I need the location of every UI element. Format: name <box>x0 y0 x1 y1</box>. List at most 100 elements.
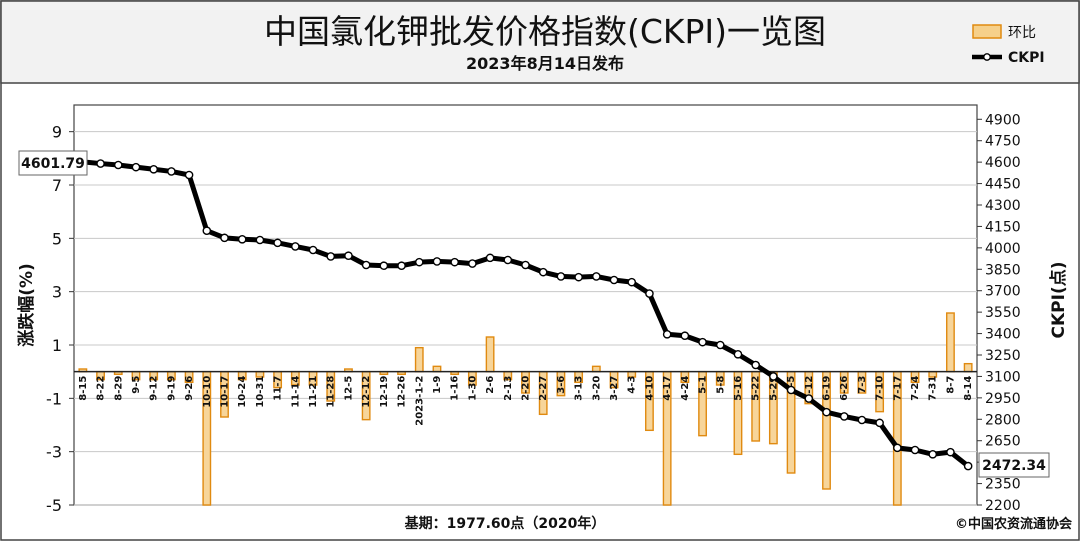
right-tick-label-0: 4900 <box>985 112 1021 128</box>
ckpi-point-11-21 <box>308 245 318 255</box>
x-tick-label-36: 5-8 <box>715 376 726 394</box>
ckpi-point-12-19 <box>379 261 389 271</box>
ckpi-point-5-22 <box>751 360 760 370</box>
right-tick-label-14: 2800 <box>985 412 1021 428</box>
ckpi-point-5-16 <box>733 349 743 359</box>
x-tick-label-44: 7-3 <box>857 376 868 394</box>
x-tick-label-1: 8-22 <box>96 376 107 401</box>
x-tick-label-16: 12-12 <box>361 376 372 408</box>
x-tick-label-50: 8-14 <box>963 376 974 401</box>
x-tick-label-18: 12-26 <box>397 376 408 408</box>
x-tick-label-47: 7-24 <box>910 376 921 401</box>
x-tick-label-5: 9-19 <box>166 376 177 401</box>
ckpi-point-10-10 <box>202 226 212 236</box>
x-tick-label-2: 8-29 <box>113 376 124 401</box>
right-axis-ticks: 4900 4750 4600 4450 4300 4150 4000 3850 3700 3550… <box>977 112 1021 514</box>
ckpi-point-9-26 <box>184 170 194 180</box>
ckpi-point-5-8 <box>715 340 725 350</box>
ckpi-point-4-24 <box>680 331 690 341</box>
right-tick-label-10: 3400 <box>985 327 1021 343</box>
last-value-callout: 2472.34 <box>978 452 1050 478</box>
bar-2-6 <box>485 336 495 373</box>
ckpi-point-6-12 <box>804 394 814 403</box>
x-tick-label-40: 6-5 <box>786 376 797 394</box>
ckpi-point-8-14 <box>963 461 973 471</box>
ckpi-point-3-13 <box>574 272 583 282</box>
x-tick-label-46: 7-17 <box>892 376 903 401</box>
x-tick-label-10: 10-31 <box>255 376 266 408</box>
left-tick-label-3: 3 <box>52 283 62 302</box>
ckpi-point-7-17 <box>893 443 902 453</box>
ckpi-point-9-12 <box>149 164 158 174</box>
x-tick-label-3: 9-5 <box>131 376 142 394</box>
x-tick-label-49: 8-7 <box>945 376 956 394</box>
x-tick-label-25: 2-20 <box>521 376 532 401</box>
x-tick-label-41: 6-12 <box>804 376 815 401</box>
ckpi-point-12-5 <box>344 251 353 261</box>
ckpi-point-9-19 <box>167 167 176 176</box>
bar-1-9 <box>432 365 442 373</box>
ckpi-point-12-26 <box>397 261 406 271</box>
ckpi-point-7-10 <box>875 418 884 428</box>
left-tick-label-4: 1 <box>52 336 62 355</box>
right-tick-label-2: 4600 <box>985 155 1021 171</box>
ckpi-point-2-27 <box>538 267 548 277</box>
ckpi-point-1-30 <box>468 259 477 268</box>
ckpi-point-7-3 <box>857 415 867 425</box>
chart-subtitle: 2023年8月14日发布 <box>466 54 624 73</box>
x-tick-label-11: 11-7 <box>273 376 284 401</box>
x-tick-label-26: 2-27 <box>538 376 549 401</box>
bar-series <box>78 312 973 506</box>
ckpi-point-2-6 <box>485 253 495 263</box>
ckpi-point-2023-1-2 <box>414 257 424 267</box>
right-tick-label-1: 4750 <box>985 134 1021 150</box>
ckpi-point-12-12 <box>361 260 371 270</box>
first-value-label: 4601.79 <box>21 156 85 172</box>
legend-line-label: CKPI <box>1008 50 1045 66</box>
right-tick-label-8: 3700 <box>985 284 1021 300</box>
x-tick-label-13: 11-21 <box>308 376 319 408</box>
x-tick-label-4: 9-12 <box>149 376 160 401</box>
right-tick-label-7: 3850 <box>985 262 1021 278</box>
ckpi-point-2-20 <box>521 260 530 270</box>
header-band <box>0 0 1080 84</box>
ckpi-point-8-29 <box>113 160 123 170</box>
copyright-note: ©中国农资流通协会 <box>955 516 1073 532</box>
x-tick-label-17: 12-19 <box>379 376 390 408</box>
ckpi-point-11-7 <box>273 238 282 248</box>
right-tick-label-3: 4450 <box>985 177 1021 193</box>
x-tick-label-48: 7-31 <box>928 376 939 401</box>
x-tick-label-29: 3-20 <box>591 376 602 401</box>
legend-bar-label: 环比 <box>1008 25 1036 41</box>
ckpi-point-10-24 <box>237 234 247 244</box>
x-tick-label-43: 6-26 <box>839 376 850 401</box>
x-tick-label-6: 9-26 <box>184 376 195 401</box>
ckpi-point-11-14 <box>291 242 300 251</box>
x-tick-label-39: 5-29 <box>768 376 779 401</box>
right-tick-label-4: 4300 <box>985 198 1021 214</box>
legend-line-marker <box>983 53 991 61</box>
left-tick-label-2: 5 <box>52 229 62 248</box>
bar-8-14 <box>963 362 973 373</box>
left-tick-label-6: -3 <box>46 443 62 462</box>
ckpi-point-4-10 <box>645 289 654 298</box>
right-tick-label-18: 2200 <box>985 498 1021 514</box>
x-tick-label-20: 1-9 <box>432 376 443 394</box>
ckpi-point-4-3 <box>627 277 637 287</box>
ckpi-point-6-19 <box>822 407 831 417</box>
ckpi-point-3-20 <box>592 272 601 281</box>
x-tick-label-12: 11-14 <box>290 376 301 408</box>
right-axis-title: CKPI(点) <box>1048 262 1069 339</box>
x-tick-label-45: 7-10 <box>875 376 886 401</box>
x-tick-label-0: 8-15 <box>78 376 89 401</box>
ckpi-point-10-31 <box>255 235 265 245</box>
x-tick-label-14: 11-28 <box>326 376 337 408</box>
right-tick-label-5: 4150 <box>985 219 1021 235</box>
x-tick-label-35: 5-1 <box>698 376 709 394</box>
x-tick-label-22: 1-30 <box>467 376 478 401</box>
ckpi-point-7-24 <box>910 445 920 455</box>
ckpi-point-5-29 <box>769 372 778 381</box>
right-tick-label-11: 3250 <box>985 348 1021 364</box>
ckpi-point-6-5 <box>786 385 796 395</box>
